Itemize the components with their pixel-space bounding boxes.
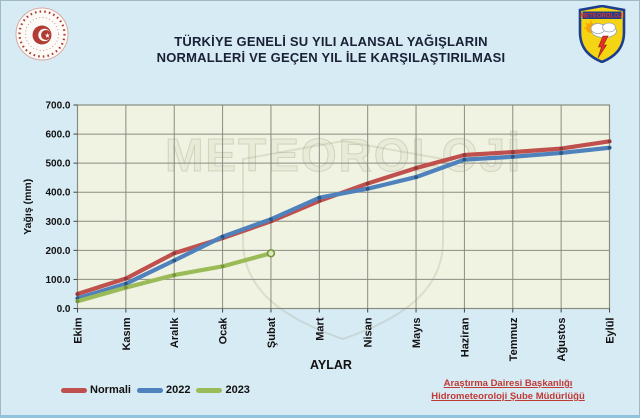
series-marker [365,181,370,186]
credit-line-2: Hidrometeoroloji Şube Müdürlüğü [431,391,585,402]
y-axis-title: Yağış (mm) [22,179,34,235]
series-marker [123,276,128,281]
series-marker [123,281,128,286]
y-tick-label: 600.0 [45,130,70,141]
series-marker [172,258,177,263]
series-marker [269,217,273,222]
ministry-emblem-icon [15,7,69,61]
series-marker [510,150,515,154]
series-marker [220,264,225,269]
y-tick-label: 500.0 [45,159,70,170]
meteoroloji-logo-text: METEOROLOJİ [580,12,624,19]
series-marker [75,299,80,304]
legend-swatch-normali [61,387,87,393]
month-label: Kasım [121,317,133,350]
month-label: Haziran [459,317,471,357]
series-marker [607,139,612,144]
y-tick-label: 300.0 [45,217,70,228]
y-tick-label: 400.0 [45,188,70,199]
legend-swatch-2023 [196,387,223,393]
plot-border [76,104,611,310]
meteoroloji-logo: METEOROLOJİ [578,4,626,68]
series-marker [414,166,418,170]
y-tick-label: 200.0 [45,246,70,257]
page-title: TÜRKİYE GENELİ SU YILI ALANSAL YAĞIŞLARI… [121,34,541,66]
series-marker [462,157,467,162]
ministry-emblem [15,7,69,66]
series-marker [220,234,225,239]
series-marker [75,292,80,296]
series-line-2022 [75,145,612,301]
series-marker [172,251,177,256]
month-label: Ocak [218,317,230,345]
month-label: Aralık [169,317,181,348]
y-tick-label: 0.0 [57,304,71,315]
series-marker [414,175,418,179]
meteoroloji-shield-icon: METEOROLOJİ [578,4,626,64]
legend-label: 2022 [165,384,191,396]
plot-area [77,105,610,309]
y-tick-label: 100.0 [45,275,70,286]
series-marker [317,195,322,200]
y-tick-label: 700.0 [45,101,70,112]
legend-label: Normali [90,384,131,396]
watermark-shield [242,139,444,341]
month-label: Ekim [73,317,85,344]
chart-legend: Normali 2022 2023 [61,384,250,396]
series-marker [559,151,564,155]
credit-text: Araştırma Dairesi Başkanlığı Hidrometeor… [393,377,623,403]
legend-label: 2023 [225,384,250,396]
legend-item: 2023 [196,384,250,396]
legend-swatch-2022 [136,387,163,393]
series-marker [462,153,467,157]
series-marker [365,186,370,191]
month-label: Nisan [363,317,375,347]
x-axis-title: AYLAR [310,358,352,372]
month-label: Mart [314,317,326,341]
series-marker [559,146,564,151]
month-label: Eylül [605,318,617,344]
title-line-1: TÜRKİYE GENELİ SU YILI ALANSAL YAĞIŞLARI… [174,34,488,49]
series-marker [510,154,515,159]
month-label: Temmuz [508,317,520,361]
series-marker [172,273,177,277]
month-label: Mayıs [411,318,423,349]
title-line-2: NORMALLERİ VE GEÇEN YIL İLE KARŞILAŞTIRI… [156,50,506,65]
month-label: Ağustos [556,318,568,362]
series-endpoint-marker-2023 [266,249,276,258]
legend-item: Normali [61,384,131,396]
legend-item: 2022 [136,384,191,396]
month-label: Şubat [266,317,278,348]
credit-line-1: Araştırma Dairesi Başkanlığı [443,378,573,389]
series-marker [607,145,612,150]
series-marker [123,285,128,290]
